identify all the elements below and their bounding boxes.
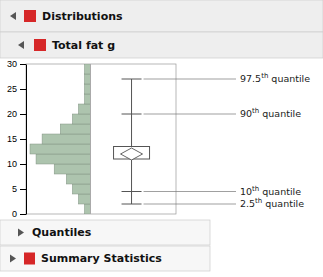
header-icon <box>24 10 36 22</box>
annotation: 2.5th quantile <box>240 197 304 209</box>
histogram-bar <box>84 64 90 74</box>
header-bg <box>0 32 323 58</box>
whisker <box>131 79 132 147</box>
divider <box>90 64 91 214</box>
histogram-bar <box>84 74 90 84</box>
tick-mark <box>20 164 26 165</box>
histogram-bar <box>36 154 90 164</box>
tick-mark <box>20 139 26 140</box>
histogram-bar <box>78 194 90 204</box>
histogram-bar <box>84 84 90 94</box>
footer-bg <box>0 246 210 271</box>
tick-mark <box>20 89 26 90</box>
footer: Quantiles <box>0 220 210 245</box>
y-axis: 0 5 10 15 20 25 30 <box>7 59 27 219</box>
histogram-bar <box>42 134 90 144</box>
tick-label: 0 <box>12 209 17 219</box>
header: Distributions <box>0 0 323 32</box>
disclosure-icon <box>18 229 24 237</box>
plot <box>30 64 150 214</box>
footer: Summary Statistics <box>0 246 210 271</box>
histogram-bar <box>60 124 90 134</box>
annotation-line <box>144 114 236 115</box>
tick-mark <box>20 64 26 65</box>
histogram-bar <box>78 104 90 114</box>
subtitle: Total fat g <box>52 39 115 52</box>
tick: 5 <box>12 184 26 194</box>
annotations: 97.5th quantile 90th quantile 10th quantil… <box>144 72 311 209</box>
histogram-bar <box>66 174 90 184</box>
tick: 10 <box>7 159 26 169</box>
histogram-bar <box>84 204 90 214</box>
whisker-cap <box>122 79 142 80</box>
annotation: 97.5th quantile <box>240 72 310 84</box>
footer-icon <box>24 253 35 265</box>
annotation-line <box>144 191 236 192</box>
header-bg <box>0 0 323 32</box>
chart: Distributions Total fat g 0 5 10 15 20 25 30 97.5… <box>0 0 323 277</box>
axis-line <box>26 65 27 215</box>
annotation-line <box>144 204 236 205</box>
histogram-bar <box>72 184 90 194</box>
annotation-line <box>144 79 236 80</box>
whisker <box>131 159 132 204</box>
disclosure-icon <box>10 255 16 263</box>
tick-label: 30 <box>7 59 17 69</box>
header-icon <box>34 39 46 51</box>
footer-bg <box>0 220 210 245</box>
footer-title: Quantiles <box>32 226 92 239</box>
quantile-tick <box>122 114 142 115</box>
tick-label: 15 <box>7 134 17 144</box>
disclosure-icon <box>10 12 16 20</box>
histogram-bar <box>30 144 91 154</box>
tick-mark <box>20 214 26 215</box>
histogram-bar <box>84 94 90 104</box>
disclosure-icon <box>18 41 24 49</box>
histogram-bar <box>72 114 90 124</box>
tick: 25 <box>7 84 26 94</box>
whisker-cap <box>122 204 142 205</box>
histogram-bar <box>54 164 90 174</box>
annotation: 10th quantile <box>240 185 301 197</box>
tick: 20 <box>7 109 26 119</box>
tick-label: 5 <box>12 184 17 194</box>
tick-mark <box>20 114 26 115</box>
annotation: 90th quantile <box>240 107 301 119</box>
tick: 0 <box>12 209 26 219</box>
quantile-tick <box>122 191 142 192</box>
tick: 15 <box>7 134 26 144</box>
median-diamond <box>121 148 143 160</box>
tick-mark <box>20 189 26 190</box>
footer-title: Summary Statistics <box>41 252 162 265</box>
tick-label: 20 <box>7 109 17 119</box>
box <box>114 147 150 160</box>
tick: 30 <box>7 59 26 69</box>
tick-label: 10 <box>7 159 17 169</box>
header: Total fat g <box>0 32 323 58</box>
title: Distributions <box>42 10 123 23</box>
tick-label: 25 <box>7 84 17 94</box>
